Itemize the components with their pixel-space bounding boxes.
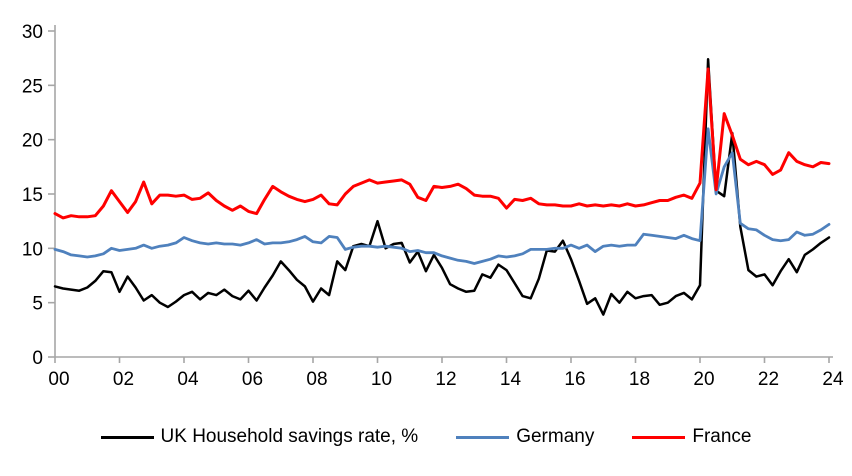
y-tick-label: 0: [32, 348, 43, 369]
uk-legend-label: UK Household savings rate, %: [160, 426, 419, 447]
x-tick-label: 12: [435, 369, 456, 390]
y-tick-label: 15: [22, 185, 43, 206]
y-tick-label: 20: [22, 131, 43, 152]
x-tick-label: 14: [500, 369, 522, 390]
germany-legend-label: Germany: [516, 426, 595, 447]
plot-svg: 0 5 10 15 20 25 30 00 02 04 06 08 10 12 14 16 18 20 22 24: [22, 22, 844, 390]
series-line-0: [53, 58, 831, 316]
legend-item-germany: Germany: [456, 426, 594, 448]
y-tick-label: 10: [22, 239, 43, 260]
x-tick-label: 22: [758, 369, 779, 390]
x-tick-label: 02: [113, 369, 134, 390]
legend-item-france: France: [632, 426, 751, 448]
x-tick-label: 10: [371, 369, 392, 390]
x-tick-label: 08: [306, 369, 327, 390]
x-tick-label: 06: [242, 369, 263, 390]
series-line-2: [53, 67, 831, 220]
x-tick-label: 18: [629, 369, 650, 390]
x-tick-label: 24: [822, 369, 844, 390]
legend-item-uk: UK Household savings rate, %: [100, 426, 419, 448]
series-line-1: [53, 127, 831, 265]
y-tick-label: 30: [22, 22, 43, 43]
x-tick-label: 00: [48, 369, 69, 390]
france-line-swatch: [632, 435, 686, 439]
plot-area: 0 5 10 15 20 25 30 00 02 04 06 08 10 12 14 16 18 20 22 24: [22, 22, 844, 390]
x-tick-label: 20: [693, 369, 714, 390]
y-tick-label: 25: [22, 76, 43, 97]
france-legend-label: France: [692, 426, 752, 447]
y-tick-label: 5: [32, 294, 43, 315]
uk-line-swatch: [100, 435, 154, 439]
x-tick-label: 04: [177, 369, 199, 390]
legend: UK Household savings rate, % Germany Fra…: [0, 426, 852, 448]
x-tick-label: 16: [564, 369, 585, 390]
germany-line-swatch: [456, 435, 510, 439]
